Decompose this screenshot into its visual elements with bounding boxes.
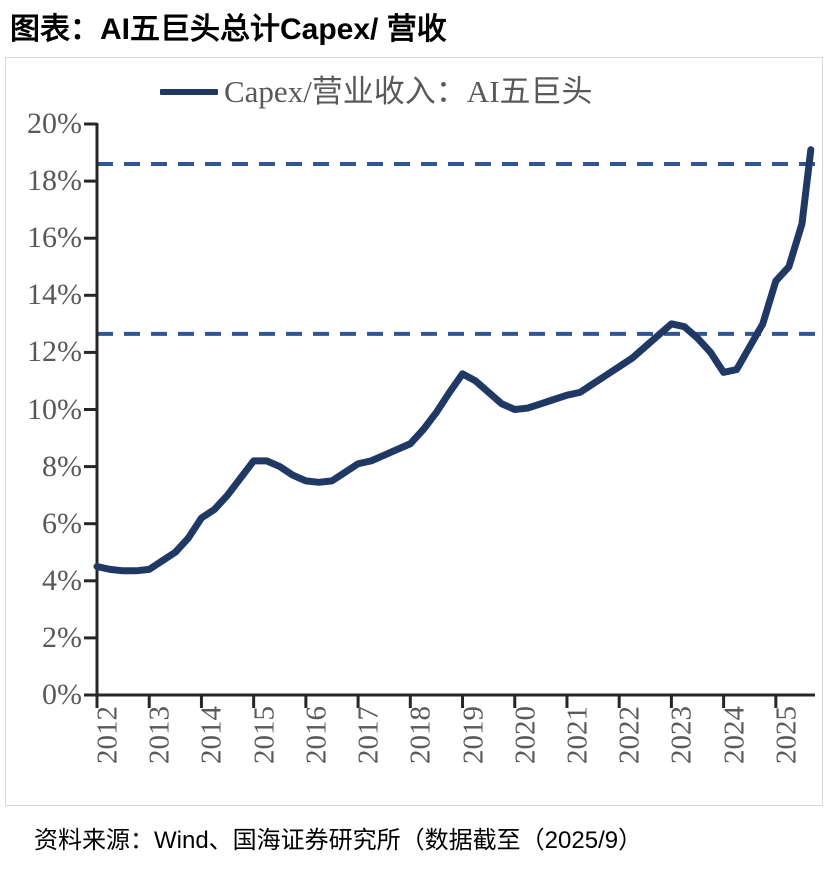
x-axis-tick-label: 2017 — [352, 706, 385, 764]
x-axis-tick-label: 2021 — [561, 706, 594, 764]
x-axis-tick-label: 2015 — [248, 706, 281, 764]
x-axis-tick-label: 2013 — [143, 706, 176, 764]
chart-legend: Capex/营业收入：AI五巨头 — [160, 76, 593, 107]
reference-lines — [97, 161, 815, 336]
x-axis-tick-label: 2014 — [195, 706, 228, 764]
x-axis-tick-label: 2018 — [404, 706, 437, 764]
y-axis-tick-label: 0% — [42, 678, 82, 711]
y-axis-tick-label: 14% — [27, 278, 82, 312]
y-axis-tick-label: 10% — [27, 392, 82, 426]
axis-ticks — [84, 122, 778, 708]
page-title: 图表：AI五巨头总计Capex/ 营收 — [10, 13, 447, 46]
data-series-line — [93, 146, 815, 575]
chart-frame — [5, 57, 823, 806]
y-axis-tick-label: 8% — [42, 449, 82, 483]
x-axis-tick-label: 2019 — [457, 706, 490, 764]
y-axis-tick-label: 4% — [42, 563, 82, 597]
x-axis-tick-label: 2024 — [718, 706, 751, 764]
x-axis-tick-label: 2020 — [509, 706, 542, 764]
x-axis-tick-label: 2012 — [91, 706, 124, 764]
series-line-0 — [93, 146, 815, 575]
x-axis-tick-label: 2022 — [613, 706, 646, 764]
y-axis-tick-label: 20% — [27, 107, 82, 140]
x-axis-tick-label: 2016 — [300, 706, 333, 764]
source-note: 资料来源：Wind、国海证券研究所（数据截至（2025/9） — [34, 827, 643, 854]
axis-lines — [95, 123, 815, 697]
y-axis-tick-label: 16% — [27, 221, 82, 255]
legend-line-swatch — [160, 88, 218, 95]
y-axis-tick-label: 12% — [27, 335, 82, 369]
x-axis-tick-label: 2025 — [770, 706, 803, 764]
y-axis-tick-label: 6% — [42, 506, 82, 540]
y-axis-tick-label: 18% — [27, 164, 82, 198]
y-axis-tick-label: 2% — [42, 620, 82, 654]
x-axis-tick-label: 2023 — [665, 706, 698, 764]
legend-label-capex-ratio: Capex/营业收入：AI五巨头 — [224, 74, 593, 109]
